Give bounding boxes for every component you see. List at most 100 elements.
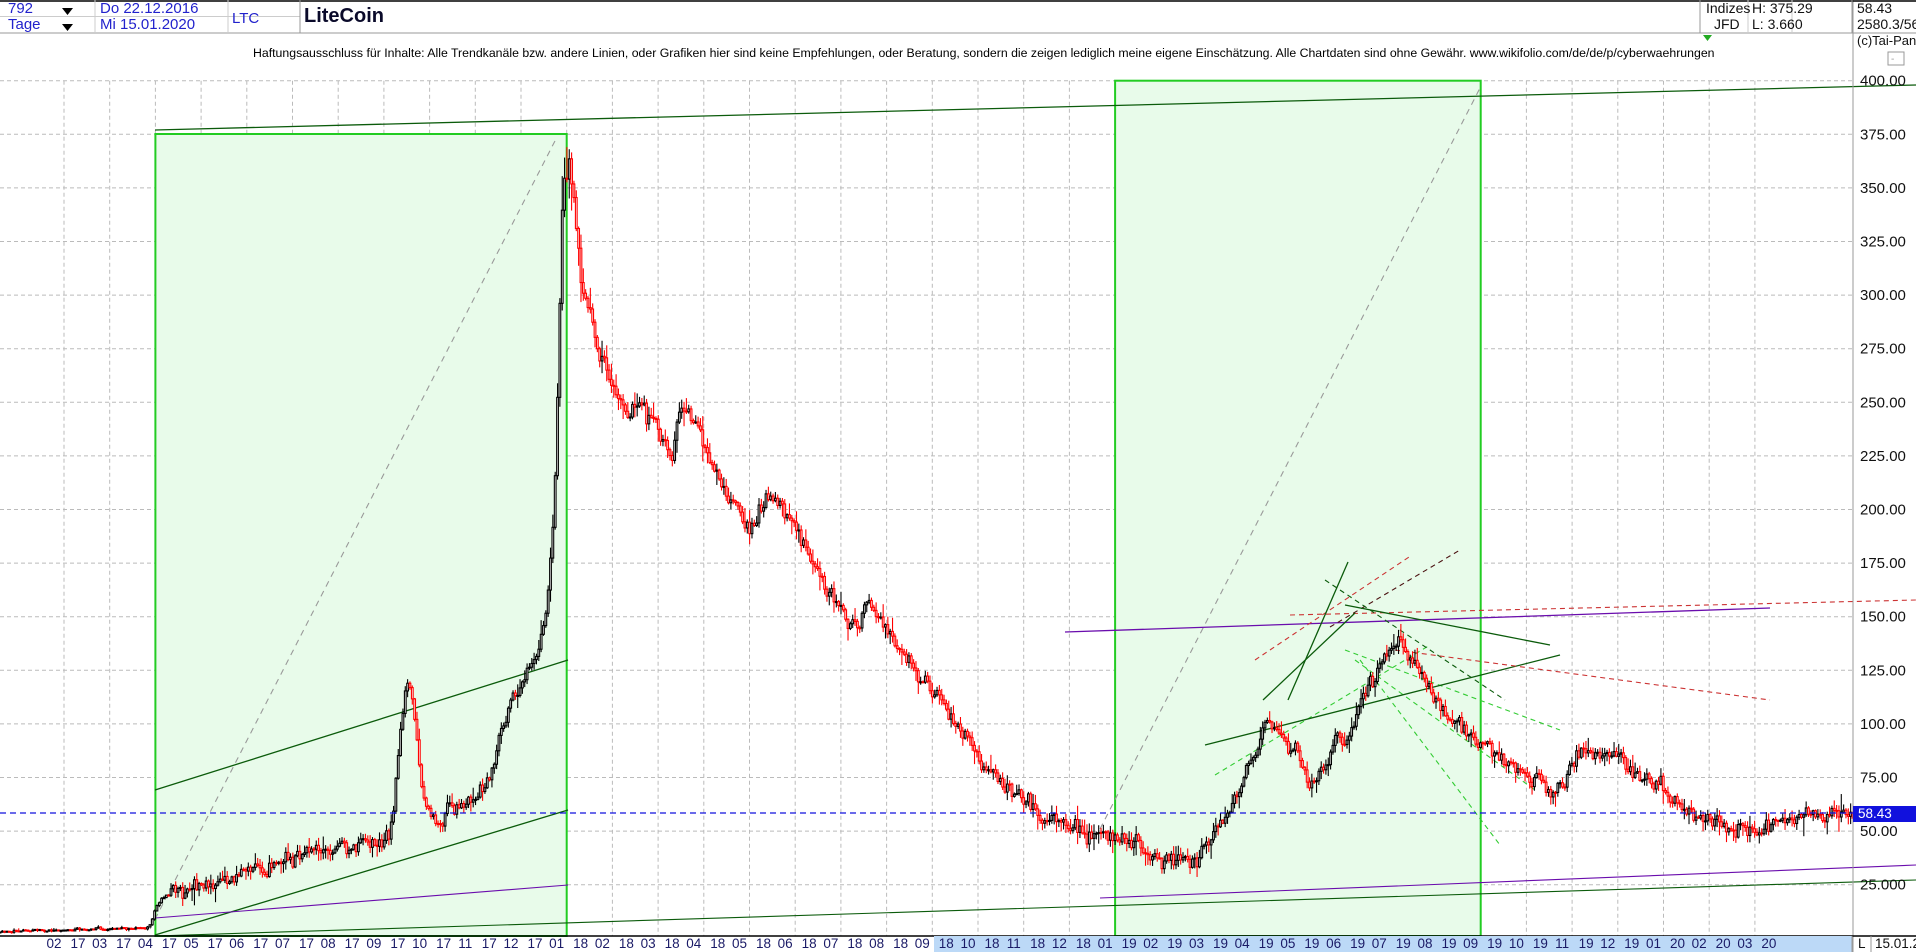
- svg-text:JFD: JFD: [1714, 16, 1740, 32]
- svg-text:05: 05: [1280, 936, 1295, 951]
- svg-text:06: 06: [778, 936, 793, 951]
- svg-text:02: 02: [1143, 936, 1158, 951]
- svg-text:03: 03: [1737, 936, 1752, 951]
- svg-text:18: 18: [756, 936, 771, 951]
- svg-text:2580.3/56: 2580.3/56: [1857, 16, 1916, 32]
- svg-text:08: 08: [869, 936, 884, 951]
- svg-text:12: 12: [1600, 936, 1615, 951]
- svg-text:75.00: 75.00: [1860, 770, 1898, 787]
- svg-text:225.00: 225.00: [1860, 448, 1906, 465]
- svg-text:03: 03: [641, 936, 656, 951]
- svg-text:19: 19: [1122, 936, 1137, 951]
- svg-text:LiteCoin: LiteCoin: [304, 5, 384, 27]
- svg-text:Mi 15.01.2020: Mi 15.01.2020: [100, 16, 195, 33]
- svg-text:-: -: [1891, 54, 1894, 65]
- svg-text:07: 07: [1372, 936, 1387, 951]
- svg-text:400.00: 400.00: [1860, 73, 1906, 90]
- svg-text:18: 18: [619, 936, 634, 951]
- svg-text:18: 18: [665, 936, 680, 951]
- svg-text:Haftungsausschluss für Inhalte: Haftungsausschluss für Inhalte: Alle Tre…: [253, 46, 1715, 60]
- svg-text:19: 19: [1487, 936, 1502, 951]
- svg-text:10: 10: [412, 936, 427, 951]
- svg-text:11: 11: [1007, 936, 1021, 951]
- svg-text:08: 08: [321, 936, 336, 951]
- svg-text:07: 07: [823, 936, 838, 951]
- svg-text:08: 08: [1417, 936, 1432, 951]
- svg-text:18: 18: [847, 936, 862, 951]
- svg-text:01: 01: [549, 936, 564, 951]
- svg-text:09: 09: [366, 936, 381, 951]
- svg-text:05: 05: [732, 936, 747, 951]
- svg-text:05: 05: [184, 936, 199, 951]
- svg-text:02: 02: [46, 936, 61, 951]
- svg-text:04: 04: [1235, 936, 1251, 951]
- svg-text:18: 18: [1030, 936, 1045, 951]
- svg-text:792: 792: [8, 0, 33, 17]
- svg-text:03: 03: [92, 936, 107, 951]
- svg-text:19: 19: [1396, 936, 1411, 951]
- svg-text:200.00: 200.00: [1860, 502, 1906, 519]
- svg-text:17: 17: [70, 936, 85, 951]
- svg-text:18: 18: [939, 936, 954, 951]
- svg-text:07: 07: [275, 936, 290, 951]
- svg-text:02: 02: [1692, 936, 1707, 951]
- svg-text:20: 20: [1716, 936, 1731, 951]
- svg-text:04: 04: [138, 936, 154, 951]
- svg-text:58.43: 58.43: [1858, 806, 1892, 821]
- svg-text:20: 20: [1761, 936, 1776, 951]
- svg-text:19: 19: [1350, 936, 1365, 951]
- svg-text:18: 18: [1076, 936, 1091, 951]
- svg-text:17: 17: [345, 936, 360, 951]
- svg-text:18: 18: [893, 936, 908, 951]
- svg-text:100.00: 100.00: [1860, 716, 1906, 733]
- svg-text:58.43: 58.43: [1857, 0, 1892, 16]
- svg-text:17: 17: [390, 936, 405, 951]
- svg-text:(c)Tai-Pan: (c)Tai-Pan: [1857, 33, 1916, 48]
- svg-text:L: 3.660: L: 3.660: [1752, 16, 1803, 32]
- svg-text:11: 11: [1555, 936, 1569, 951]
- svg-text:H: 375.29: H: 375.29: [1752, 0, 1813, 16]
- svg-text:15.01.20: 15.01.20: [1875, 936, 1916, 951]
- svg-text:17: 17: [208, 936, 223, 951]
- svg-text:250.00: 250.00: [1860, 394, 1906, 411]
- svg-text:03: 03: [1189, 936, 1204, 951]
- svg-text:325.00: 325.00: [1860, 234, 1906, 251]
- svg-text:17: 17: [162, 936, 177, 951]
- svg-text:09: 09: [1463, 936, 1478, 951]
- svg-text:Do 22.12.2016: Do 22.12.2016: [100, 0, 198, 17]
- svg-text:19: 19: [1167, 936, 1182, 951]
- svg-text:04: 04: [686, 936, 702, 951]
- svg-text:02: 02: [595, 936, 610, 951]
- svg-text:06: 06: [229, 936, 244, 951]
- svg-text:275.00: 275.00: [1860, 341, 1906, 358]
- svg-text:20: 20: [1670, 936, 1685, 951]
- svg-text:Indizes: Indizes: [1706, 0, 1750, 16]
- svg-text:17: 17: [299, 936, 314, 951]
- svg-text:18: 18: [984, 936, 999, 951]
- svg-text:300.00: 300.00: [1860, 287, 1906, 304]
- svg-text:12: 12: [1052, 936, 1067, 951]
- svg-text:10: 10: [960, 936, 975, 951]
- svg-text:18: 18: [573, 936, 588, 951]
- svg-text:175.00: 175.00: [1860, 555, 1906, 572]
- svg-text:06: 06: [1326, 936, 1341, 951]
- svg-text:125.00: 125.00: [1860, 662, 1906, 679]
- svg-text:19: 19: [1441, 936, 1456, 951]
- svg-text:18: 18: [802, 936, 817, 951]
- svg-text:19: 19: [1259, 936, 1274, 951]
- svg-text:L: L: [1858, 936, 1866, 951]
- svg-text:19: 19: [1533, 936, 1548, 951]
- svg-text:150.00: 150.00: [1860, 609, 1906, 626]
- svg-text:19: 19: [1213, 936, 1228, 951]
- svg-text:17: 17: [482, 936, 497, 951]
- svg-text:350.00: 350.00: [1860, 180, 1906, 197]
- svg-text:LTC: LTC: [232, 10, 259, 27]
- svg-text:09: 09: [915, 936, 930, 951]
- svg-text:50.00: 50.00: [1860, 823, 1898, 840]
- svg-text:12: 12: [503, 936, 518, 951]
- svg-text:375.00: 375.00: [1860, 126, 1906, 143]
- svg-text:17: 17: [116, 936, 131, 951]
- svg-text:18: 18: [710, 936, 725, 951]
- svg-text:11: 11: [458, 936, 472, 951]
- svg-text:19: 19: [1304, 936, 1319, 951]
